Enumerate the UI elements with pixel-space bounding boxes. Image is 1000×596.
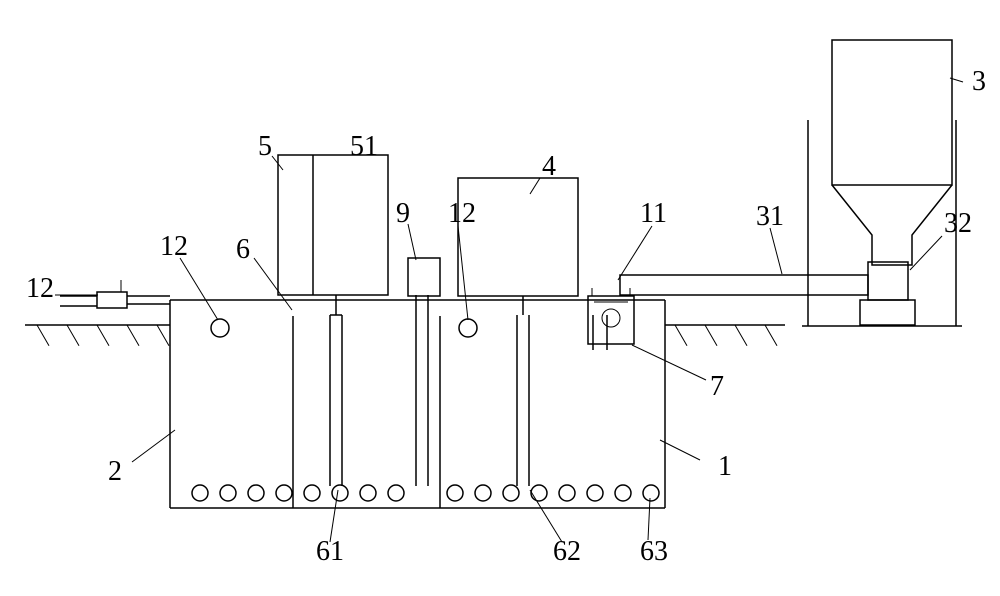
label: 2	[108, 456, 122, 487]
label: 31	[756, 201, 784, 232]
label: 7	[710, 371, 724, 402]
label: 5	[258, 131, 272, 162]
label: 1	[718, 451, 732, 482]
label: 12	[448, 198, 476, 229]
label: 4	[542, 151, 556, 182]
label: 51	[350, 131, 378, 162]
label: 11	[640, 198, 667, 229]
label: 32	[944, 208, 972, 239]
label: 12	[160, 231, 188, 262]
label: 12	[26, 273, 54, 304]
label: 61	[316, 536, 344, 567]
label: 63	[640, 536, 668, 567]
label: 62	[553, 536, 581, 567]
label: 6	[236, 234, 250, 265]
engineering-diagram: 1233132455167911121212616263	[0, 0, 1000, 596]
label: 9	[396, 198, 410, 229]
label: 3	[972, 66, 986, 97]
